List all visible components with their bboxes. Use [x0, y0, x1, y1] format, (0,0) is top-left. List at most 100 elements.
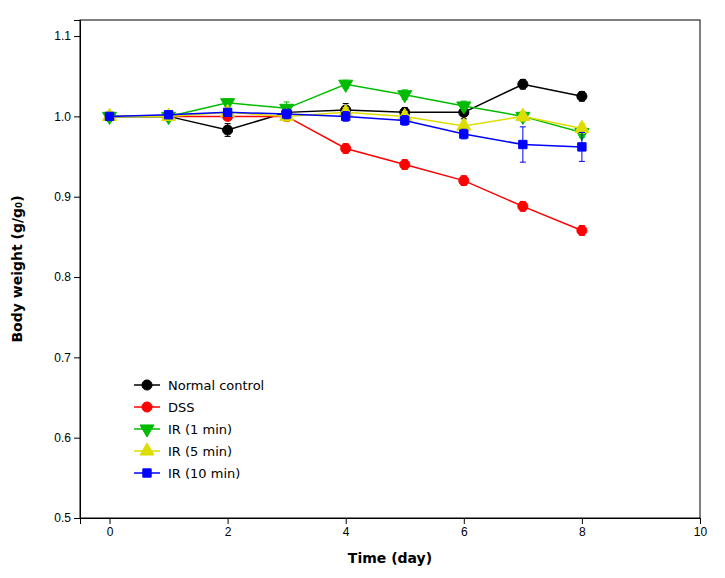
series [104, 111, 586, 235]
legend-label: IR (5 min) [168, 444, 232, 459]
tick: 10 [694, 518, 708, 539]
tick: 0.7 [54, 351, 80, 365]
chart: 0 2 4 6 8 10 0.5 0.6 0.7 0.8 0.9 1.0 1.1 Normal contr… [0, 0, 725, 578]
error-bar-cap [579, 132, 585, 133]
legend-label: DSS [168, 400, 195, 415]
series [105, 108, 586, 162]
point [164, 111, 172, 119]
tick-mark [74, 277, 80, 278]
point [398, 91, 412, 103]
point [518, 201, 528, 211]
tick-mark [700, 518, 701, 524]
point [339, 80, 353, 92]
tick: 0.9 [54, 190, 80, 204]
legend-entry: IR (10 min) [134, 466, 240, 481]
point [577, 225, 587, 235]
tick-mark [74, 197, 80, 198]
legend-entry: DSS [134, 400, 195, 415]
tick-mark [464, 518, 465, 524]
tick-mark [74, 357, 80, 358]
y-axis-title: Body weight (g/g₀) [9, 195, 25, 342]
point [105, 112, 113, 120]
error-bar-cap [225, 123, 231, 124]
legend-label: Normal control [168, 378, 264, 393]
series-line [110, 116, 582, 230]
tick: 8 [579, 518, 586, 539]
tick-label: 0.8 [54, 270, 71, 284]
legend-symbol [140, 443, 154, 455]
point [519, 140, 527, 148]
point [459, 176, 469, 186]
series [103, 104, 589, 133]
point [401, 116, 409, 124]
tick: 2 [225, 518, 232, 539]
tick-mark [582, 518, 583, 524]
plot-frame [80, 20, 700, 518]
tick-label: 4 [343, 525, 350, 539]
tick-label: 0.9 [54, 190, 71, 204]
legend-entry: IR (5 min) [134, 443, 232, 459]
error-bar-cap [579, 161, 585, 162]
tick-label: 1.0 [54, 110, 71, 124]
tick-mark [74, 36, 80, 37]
series [104, 79, 586, 136]
point [103, 108, 117, 120]
tick: 0.6 [54, 431, 80, 445]
point [460, 130, 468, 138]
point [104, 111, 114, 121]
tick-label: 0.7 [54, 351, 71, 365]
plot: 0 2 4 6 8 10 0.5 0.6 0.7 0.8 0.9 1.0 1.1 Normal contr… [54, 20, 707, 539]
tick: 4 [343, 518, 350, 539]
tick-label: 0.6 [54, 431, 71, 445]
tick-mark [228, 518, 229, 524]
axis-line [81, 519, 701, 525]
tick: 1.1 [54, 29, 80, 43]
legend-entry: IR (1 min) [134, 422, 232, 438]
legend-symbol [143, 469, 151, 477]
point [457, 102, 471, 114]
tick-label: 0 [107, 525, 114, 539]
legend-label: IR (1 min) [168, 422, 232, 437]
tick-mark [110, 518, 111, 524]
error-bar-cap [225, 136, 231, 137]
legend-symbol [142, 380, 152, 390]
series-line [110, 112, 582, 147]
legend-entry: Normal control [134, 378, 264, 393]
tick-mark [346, 518, 347, 524]
legend-label: IR (10 min) [168, 466, 240, 481]
tick-label: 1.1 [54, 29, 71, 43]
legend: Normal control DSS IR (1 min) IR (5 min) IR … [134, 378, 264, 481]
series [103, 80, 589, 140]
point [578, 143, 586, 151]
point [104, 111, 114, 121]
point [223, 125, 233, 135]
y-axis: 0.5 0.6 0.7 0.8 0.9 1.0 1.1 [54, 21, 80, 526]
tick-label: 10 [694, 525, 708, 539]
tick: 6 [461, 518, 468, 539]
tick: 0.5 [54, 511, 80, 525]
legend-symbol [142, 402, 152, 412]
tick-mark [74, 116, 80, 117]
tick-label: 6 [461, 525, 468, 539]
tick-mark [74, 518, 80, 519]
tick-label: 2 [225, 525, 232, 539]
tick-label: 0.5 [54, 511, 71, 525]
tick: 1.0 [54, 110, 80, 124]
tick: 0 [107, 518, 114, 539]
error-bar-cap [520, 126, 526, 127]
point [342, 112, 350, 120]
point [457, 118, 471, 130]
point [577, 91, 587, 101]
tick-mark [74, 438, 80, 439]
point [282, 110, 290, 118]
tick: 0.8 [54, 270, 80, 284]
point [518, 79, 528, 89]
point [341, 143, 351, 153]
point [516, 108, 530, 120]
point [221, 104, 235, 116]
marks [103, 79, 589, 235]
tick-label: 8 [579, 525, 586, 539]
x-axis-title: Time (day) [348, 550, 432, 566]
error-bar-cap [284, 101, 290, 102]
legend-symbol [140, 425, 154, 437]
